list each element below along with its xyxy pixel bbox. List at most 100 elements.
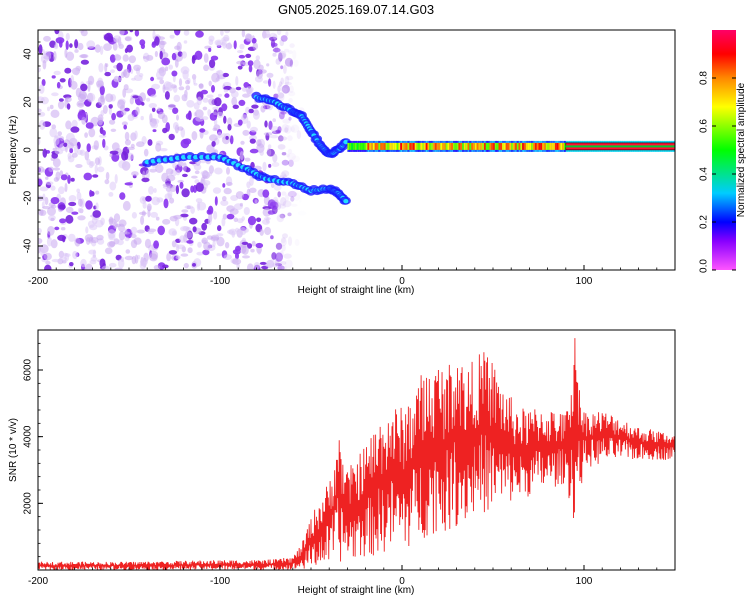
signal-band	[445, 142, 448, 150]
noise-blob	[80, 258, 87, 268]
noise-blob	[135, 106, 140, 116]
noise-blob	[197, 241, 202, 248]
signal-band	[420, 142, 423, 150]
noise-blob	[293, 192, 300, 201]
noise-blob	[172, 107, 179, 114]
colorbar-tick-label: 0.2	[699, 215, 710, 229]
noise-blob	[65, 32, 70, 41]
noise-blob	[124, 255, 134, 261]
noise-blob	[208, 165, 214, 174]
noise-blob	[290, 196, 295, 202]
noise-blob	[49, 127, 58, 138]
noise-blob	[223, 254, 232, 260]
signal-band	[449, 142, 452, 150]
noise-blob	[96, 80, 104, 88]
noise-blob	[169, 197, 175, 204]
noise-blob	[50, 185, 56, 191]
noise-blob	[129, 30, 134, 33]
noise-blob	[279, 39, 285, 47]
signal-band	[425, 142, 428, 150]
noise-blob	[249, 138, 256, 144]
noise-blob	[141, 210, 146, 217]
noise-blob	[235, 86, 242, 91]
noise-blob	[53, 51, 57, 61]
noise-blob	[38, 138, 41, 145]
noise-blob	[90, 237, 99, 244]
noise-blob	[202, 106, 208, 111]
noise-blob	[162, 183, 172, 187]
noise-blob	[177, 179, 184, 183]
noise-blob	[98, 62, 104, 73]
noise-blob	[288, 91, 296, 97]
noise-blob	[43, 50, 52, 61]
noise-blob	[287, 212, 292, 217]
signal-band	[453, 142, 456, 150]
noise-blob	[213, 111, 217, 116]
signal-band	[536, 142, 539, 150]
signal-band	[422, 142, 425, 150]
noise-blob	[158, 40, 165, 49]
noise-blob	[161, 57, 171, 66]
signal-band	[554, 142, 558, 150]
snr-axes: -200 -100 0 100 2000 4000 6000	[23, 329, 676, 587]
noise-blob	[260, 105, 266, 113]
noise-blob	[151, 41, 157, 48]
noise-blob	[176, 114, 179, 121]
noise-blob	[279, 81, 283, 87]
noise-blob	[43, 252, 52, 261]
noise-blob	[277, 265, 285, 270]
noise-blob	[80, 30, 88, 37]
noise-blob	[84, 150, 90, 161]
noise-blob	[179, 181, 184, 189]
noise-blob	[281, 261, 287, 265]
noise-blob	[157, 225, 165, 236]
noise-blob	[107, 241, 115, 248]
noise-blob	[288, 50, 293, 54]
noise-blob	[249, 148, 259, 154]
noise-blob	[108, 192, 114, 197]
noise-blob	[86, 143, 91, 153]
noise-blob	[290, 203, 298, 207]
noise-blob	[296, 130, 302, 140]
noise-blob	[212, 106, 219, 111]
noise-blob	[174, 30, 181, 36]
noise-blob	[153, 188, 157, 193]
noise-blob	[38, 44, 43, 55]
noise-blob	[121, 110, 127, 116]
noise-blob	[209, 59, 216, 69]
noise-blob	[102, 138, 106, 148]
noise-blob	[76, 100, 85, 108]
signal-band	[509, 142, 512, 150]
noise-blob	[211, 72, 220, 83]
noise-blob	[108, 104, 113, 109]
noise-blob	[48, 166, 54, 172]
noise-blob	[284, 194, 290, 202]
noise-blob	[247, 215, 257, 226]
noise-blob	[283, 64, 287, 75]
noise-blob	[120, 256, 125, 262]
noise-blob	[113, 35, 122, 43]
noise-blob	[166, 174, 176, 182]
noise-blob	[279, 136, 288, 141]
noise-blob	[193, 82, 198, 86]
noise-blob	[124, 131, 130, 141]
noise-blob	[89, 224, 98, 231]
noise-blob	[231, 96, 238, 107]
noise-blob	[58, 98, 64, 102]
noise-blob	[172, 162, 178, 169]
noise-blob	[38, 111, 46, 117]
noise-blob	[108, 216, 114, 226]
noise-blob	[114, 53, 120, 59]
noise-blob	[223, 89, 229, 93]
signal-band-center	[565, 145, 675, 148]
noise-blob	[83, 100, 90, 106]
noise-blob	[267, 210, 275, 215]
signal-band	[360, 142, 363, 150]
noise-blob	[186, 240, 194, 244]
noise-blob	[87, 92, 96, 102]
noise-blob	[227, 229, 234, 234]
snr-plot-area	[38, 338, 675, 570]
noise-blob	[192, 76, 196, 85]
noise-blob	[76, 191, 82, 201]
